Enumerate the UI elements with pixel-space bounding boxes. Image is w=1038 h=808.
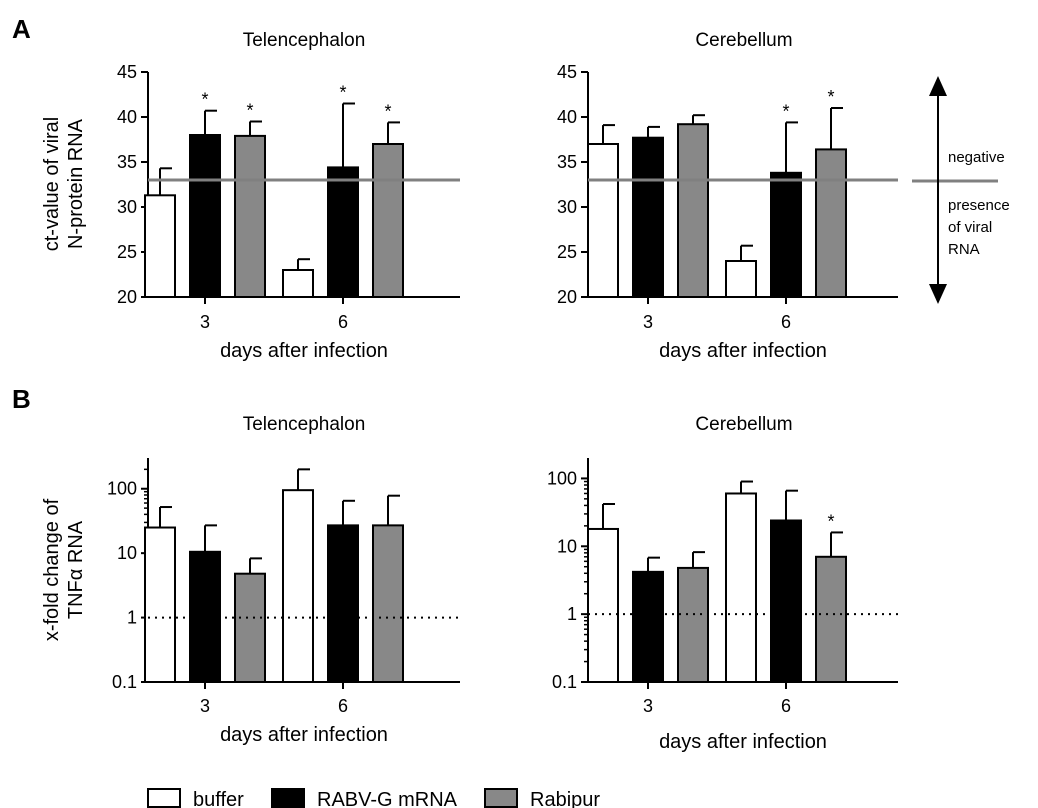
y-axis-label: TNFα RNA [65,520,87,619]
presence-label-line2: of viral [948,219,992,236]
x-tick-label: 6 [338,312,348,332]
y-tick-label: 20 [557,287,577,307]
negative-label: negative [948,149,1005,166]
bar-buffer [144,194,176,298]
chart-cerebellum-ct: Cerebellum 20 25 30 35 40 45 3 6 days after infec… [557,30,898,362]
y-tick-label: 40 [117,107,137,127]
legend-label-buffer: buffer [193,789,244,808]
bar-buffer [282,489,314,683]
x-axis-label: days after infection [220,724,388,746]
y-tick-label: 10 [557,536,577,556]
bar-buffer [725,260,757,298]
x-axis-label: days after infection [659,340,827,362]
bar-buffer [587,527,619,683]
bar-buffer [282,269,314,298]
bar-rabipur [677,123,709,298]
chart-telencephalon-tnf: Telencephalon 0.1 1 10 100 3 6 days after infec… [41,414,460,746]
x-tick-label: 6 [338,696,348,716]
presence-label-line3: RNA [948,241,980,258]
presence-label-line1: presence [948,197,1010,214]
x-tick-label: 3 [200,696,210,716]
chart-title: Telencephalon [243,30,366,51]
y-tick-label: 20 [117,287,137,307]
significance-star: * [384,101,391,121]
x-axis-label: days after infection [220,340,388,362]
y-axis-label: N-protein RNA [65,118,87,249]
significance-star: * [339,83,346,103]
bar-mrna [327,166,359,298]
panel-b-label: B [12,384,31,414]
y-tick-label: 40 [557,107,577,127]
y-tick-label: 45 [557,62,577,82]
x-tick-label: 3 [643,696,653,716]
y-tick-label: 35 [557,152,577,172]
y-tick-label: 1 [567,604,577,624]
y-tick-label: 30 [117,197,137,217]
y-tick-label: 45 [117,62,137,82]
bar-mrna [632,136,664,298]
x-tick-label: 6 [781,312,791,332]
legend: buffer RABV-G mRNA Rabipur [147,788,600,808]
bar-mrna [327,524,359,683]
threshold-annotation: negative presence of viral RNA [912,76,1010,304]
arrow-down-icon [929,284,947,304]
y-tick-label: 0.1 [112,672,137,692]
y-tick-label: 1 [127,608,137,628]
legend-swatch-buffer [147,788,181,808]
significance-star: * [201,90,208,110]
legend-label-mrna: RABV-G mRNA [317,789,458,808]
chart-title: Telencephalon [243,414,366,435]
significance-star: * [827,87,834,107]
bar-buffer [144,526,176,683]
x-axis-label: days after infection [659,731,827,753]
y-tick-label: 10 [117,543,137,563]
bar-buffer [725,492,757,683]
y-tick-label: 25 [557,242,577,262]
bar-rabipur [677,566,709,683]
bar-rabipur [815,148,847,298]
bar-mrna [770,171,802,298]
y-tick-label: 100 [547,468,577,488]
bar-mrna [632,570,664,683]
x-tick-label: 3 [643,312,653,332]
bar-rabipur [372,524,404,683]
significance-star: * [827,511,834,531]
y-tick-label: 0.1 [552,672,577,692]
bar-mrna [189,134,221,298]
y-axis-label: ct-value of viral [41,117,63,252]
x-tick-label: 6 [781,696,791,716]
y-axis-label: x-fold change of [41,498,63,641]
chart-cerebellum-tnf: Cerebellum 0.1 1 10 100 3 6 days after infectio… [547,414,898,753]
legend-label-rabipur: Rabipur [530,789,600,808]
y-tick-label: 100 [107,479,137,499]
legend-swatch-rabipur [484,788,518,808]
bar-rabipur [234,572,266,683]
y-tick-label: 35 [117,152,137,172]
chart-title: Cerebellum [695,414,792,435]
significance-star: * [782,101,789,121]
x-tick-label: 3 [200,312,210,332]
y-tick-label: 25 [117,242,137,262]
bar-buffer [587,143,619,298]
significance-star: * [246,101,253,121]
legend-swatch-mrna [271,788,305,808]
arrow-up-icon [929,76,947,96]
panel-a-label: A [12,14,31,44]
bar-rabipur [372,143,404,298]
bar-rabipur [815,555,847,684]
y-tick-label: 30 [557,197,577,217]
chart-title: Cerebellum [695,30,792,51]
bar-mrna [770,519,802,683]
chart-telencephalon-ct: Telencephalon 20 25 30 35 40 45 3 6 days after in… [41,30,460,362]
bar-rabipur [234,134,266,298]
